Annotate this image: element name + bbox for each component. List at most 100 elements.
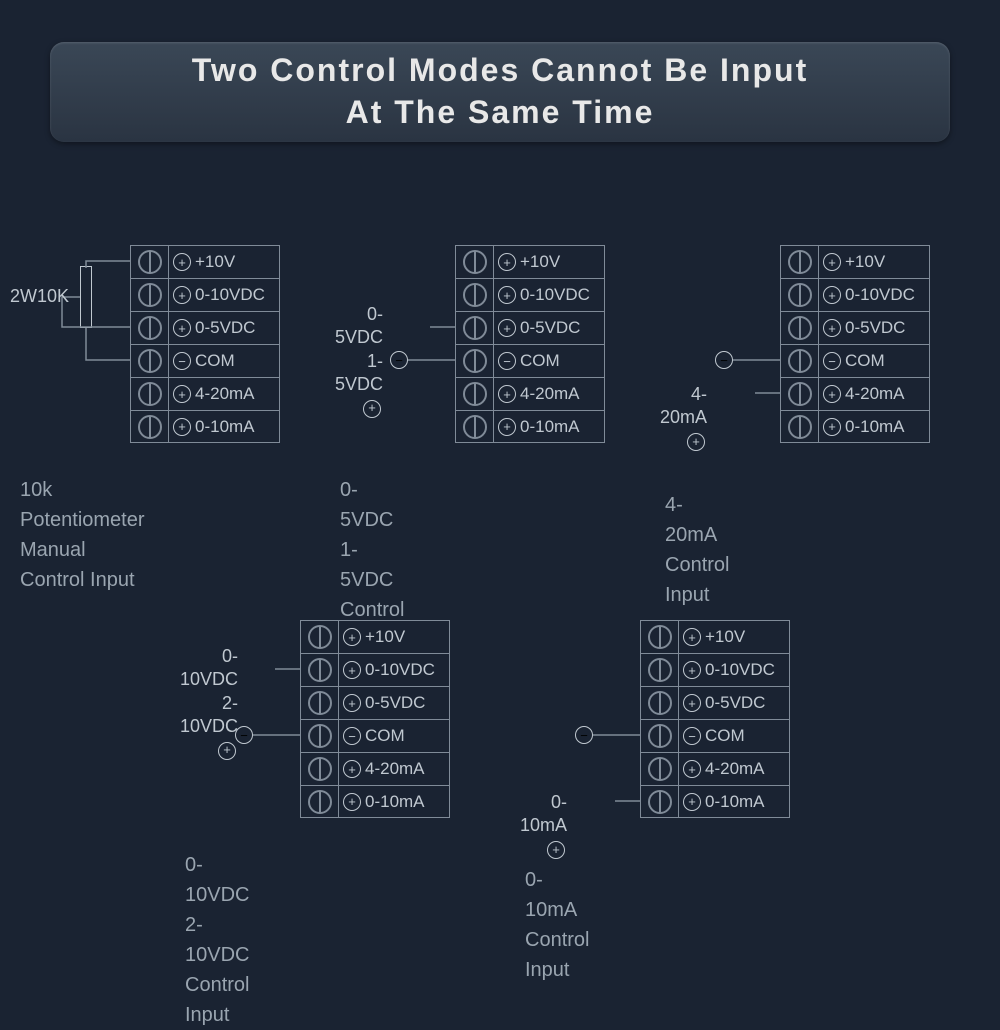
terminal-text: 0-10mA	[195, 417, 255, 437]
screw-cell	[456, 345, 494, 377]
terminal-label: ++10V	[819, 246, 929, 278]
terminal-text: 4-20mA	[845, 384, 905, 404]
terminal-label: +0-5VDC	[339, 687, 449, 719]
terminal-row: +4-20mA	[780, 377, 930, 410]
terminal-block: ++10V+0-10VDC+0-5VDC−COM+4-20mA+0-10mA	[130, 245, 280, 443]
terminal-text: 0-10mA	[705, 792, 765, 812]
plus-icon: +	[173, 253, 191, 271]
terminal-row: +0-5VDC	[300, 686, 450, 719]
plus-icon: +	[547, 841, 565, 859]
terminal-row: ++10V	[300, 620, 450, 653]
plus-icon: +	[343, 661, 361, 679]
screw-icon	[648, 757, 672, 781]
terminal-text: 0-5VDC	[705, 693, 765, 713]
caption-pot: 10k Potentiometer ManualControl Input	[20, 475, 145, 595]
terminal-row: +0-10mA	[300, 785, 450, 818]
screw-cell	[781, 279, 819, 311]
caption-ma10: 0-10mA Control Input	[525, 865, 589, 985]
screw-cell	[641, 720, 679, 752]
screw-cell	[781, 411, 819, 442]
terminal-text: 0-10VDC	[845, 285, 915, 305]
side-label-ma20: 4-20mA+	[660, 383, 707, 453]
screw-icon	[308, 658, 332, 682]
terminal-label: +0-5VDC	[679, 687, 789, 719]
terminal-label: +4-20mA	[679, 753, 789, 785]
plus-icon: +	[173, 286, 191, 304]
screw-cell	[456, 279, 494, 311]
screw-cell	[131, 279, 169, 311]
terminal-text: 0-10VDC	[705, 660, 775, 680]
terminal-label: +0-10VDC	[339, 654, 449, 686]
minus-icon: −	[715, 351, 733, 369]
terminal-label: +0-10mA	[169, 411, 279, 442]
screw-icon	[788, 382, 812, 406]
terminal-label: +0-10VDC	[169, 279, 279, 311]
plus-icon: +	[687, 433, 705, 451]
terminal-text: 0-5VDC	[195, 318, 255, 338]
terminal-row: −COM	[640, 719, 790, 752]
screw-cell	[301, 687, 339, 719]
plus-icon: +	[683, 661, 701, 679]
screw-cell	[131, 411, 169, 442]
terminal-row: ++10V	[455, 245, 605, 278]
terminal-text: +10V	[520, 252, 560, 272]
screw-cell	[456, 378, 494, 410]
plus-icon: +	[498, 253, 516, 271]
minus-icon: −	[343, 727, 361, 745]
terminal-row: −COM	[455, 344, 605, 377]
terminal-label: +0-10VDC	[819, 279, 929, 311]
caption-ma20: 4-20mA Control Input	[665, 490, 729, 610]
resistor-2w10k	[80, 266, 92, 328]
terminal-label: +0-5VDC	[819, 312, 929, 344]
terminal-text: COM	[195, 351, 235, 371]
plus-icon: +	[498, 385, 516, 403]
screw-icon	[648, 724, 672, 748]
terminal-label: −COM	[169, 345, 279, 377]
screw-cell	[301, 654, 339, 686]
screw-icon	[648, 790, 672, 814]
terminal-text: 4-20mA	[195, 384, 255, 404]
terminal-label: −COM	[819, 345, 929, 377]
terminal-row: +0-5VDC	[455, 311, 605, 344]
terminal-label: +0-5VDC	[169, 312, 279, 344]
screw-cell	[131, 345, 169, 377]
terminal-label: ++10V	[494, 246, 604, 278]
plus-icon: +	[343, 694, 361, 712]
terminal-text: 4-20mA	[520, 384, 580, 404]
side-label-pot: 2W10K	[10, 285, 69, 308]
plus-icon: +	[498, 319, 516, 337]
terminal-row: +0-10VDC	[640, 653, 790, 686]
screw-icon	[788, 250, 812, 274]
terminal-block: ++10V+0-10VDC+0-5VDC−COM+4-20mA+0-10mA	[300, 620, 450, 818]
title-bar: Two Control Modes Cannot Be InputAt The …	[50, 42, 950, 142]
terminal-block: ++10V+0-10VDC+0-5VDC−COM+4-20mA+0-10mA	[640, 620, 790, 818]
screw-icon	[648, 658, 672, 682]
terminal-row: −COM	[300, 719, 450, 752]
terminal-label: +0-10mA	[339, 786, 449, 817]
terminal-text: 0-5VDC	[845, 318, 905, 338]
screw-cell	[641, 687, 679, 719]
terminal-text: COM	[845, 351, 885, 371]
terminal-text: +10V	[365, 627, 405, 647]
terminal-text: +10V	[705, 627, 745, 647]
terminal-row: +0-10mA	[455, 410, 605, 443]
plus-icon: +	[343, 760, 361, 778]
terminal-block: ++10V+0-10VDC+0-5VDC−COM+4-20mA+0-10mA	[780, 245, 930, 443]
screw-cell	[301, 786, 339, 817]
plus-icon: +	[683, 793, 701, 811]
screw-icon	[648, 691, 672, 715]
screw-icon	[788, 316, 812, 340]
plus-icon: +	[823, 385, 841, 403]
minus-icon: −	[235, 726, 253, 744]
screw-icon	[308, 757, 332, 781]
terminal-row: +4-20mA	[130, 377, 280, 410]
terminal-label: +4-20mA	[339, 753, 449, 785]
screw-cell	[781, 378, 819, 410]
terminal-row: ++10V	[640, 620, 790, 653]
terminal-row: +0-10VDC	[130, 278, 280, 311]
screw-icon	[788, 415, 812, 439]
terminal-label: +0-10VDC	[679, 654, 789, 686]
screw-icon	[308, 724, 332, 748]
terminal-text: COM	[365, 726, 405, 746]
plus-icon: +	[683, 628, 701, 646]
